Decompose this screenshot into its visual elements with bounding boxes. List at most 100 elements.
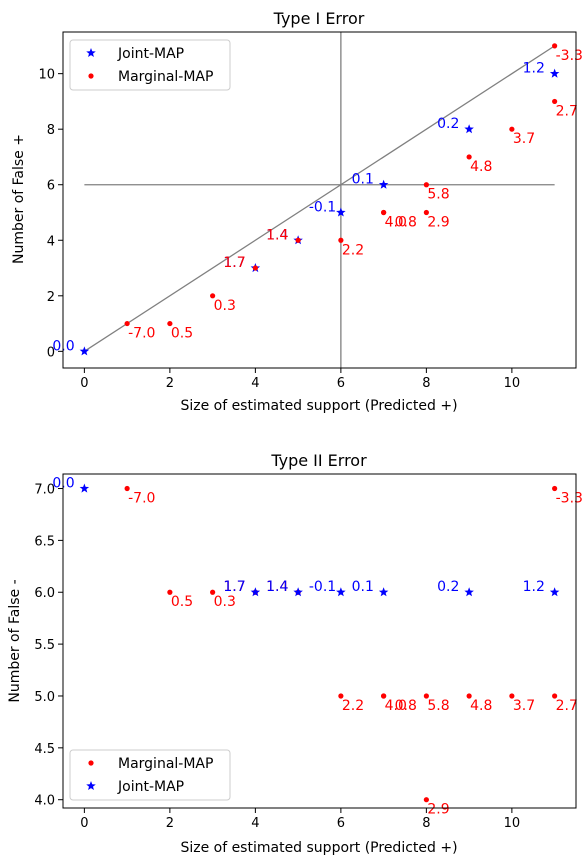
x-tick-label: 2 xyxy=(166,816,174,831)
dot-marker xyxy=(466,693,472,699)
y-tick-label: 10 xyxy=(38,68,55,83)
point-label: 1.2 xyxy=(523,61,545,77)
point-label: 3.7 xyxy=(513,698,535,714)
legend-label: Marginal-MAP xyxy=(118,69,213,85)
plot-frame xyxy=(62,473,577,809)
dot-marker xyxy=(552,98,558,105)
dot-marker xyxy=(423,182,429,188)
point-label: 1.7 xyxy=(223,255,245,271)
legend-box xyxy=(69,749,231,801)
dot-marker xyxy=(423,797,429,803)
x-tick-label: 2 xyxy=(166,376,174,391)
dot-marker xyxy=(381,209,387,216)
point-label: 0.8 xyxy=(395,698,417,714)
dot-marker xyxy=(552,43,558,49)
point-label: 2.9 xyxy=(427,214,449,230)
point-label: 1.4 xyxy=(266,227,288,243)
point-label: 1.7 xyxy=(223,255,245,271)
legend-box xyxy=(69,39,231,91)
dot-marker xyxy=(210,589,216,595)
x-tick-label: 0 xyxy=(80,376,88,391)
point-label: 1.7 xyxy=(223,579,245,595)
star-marker xyxy=(336,587,346,597)
x-tick-label: 8 xyxy=(422,816,430,831)
star-marker xyxy=(79,346,90,356)
point-label: 1.2 xyxy=(523,579,545,595)
x-tick-label: 6 xyxy=(337,816,345,831)
y-tick-label: 7.0 xyxy=(34,483,55,498)
y-tick-label: 0 xyxy=(47,345,55,360)
x-axis-label: Size of estimated support (Predicted +) xyxy=(180,398,457,414)
x-tick-label: 4 xyxy=(251,376,259,391)
dot-marker xyxy=(88,760,94,766)
dot-marker xyxy=(252,265,258,271)
point-label: 5.8 xyxy=(427,187,449,203)
y-tick-label: 4.5 xyxy=(34,742,55,757)
legend: Marginal-MAP Joint-MAP xyxy=(69,749,231,801)
dot-marker xyxy=(552,485,558,492)
point-label: 2.7 xyxy=(556,103,578,119)
point-label: 0.0 xyxy=(52,338,74,354)
star-marker xyxy=(464,587,474,597)
point-label: 4.8 xyxy=(470,159,492,175)
star-marker xyxy=(378,179,389,189)
point-label: 0.1 xyxy=(352,579,374,595)
star-marker xyxy=(79,483,90,493)
point-label: 0.3 xyxy=(214,298,236,314)
star-marker xyxy=(86,781,96,791)
point-label: 2.2 xyxy=(342,242,364,258)
point-label: 0.2 xyxy=(437,579,459,595)
point-label: 2.7 xyxy=(556,698,578,714)
point-label: 4.8 xyxy=(470,698,492,714)
dot-marker xyxy=(552,693,558,699)
star-marker xyxy=(378,587,389,597)
dot-marker xyxy=(423,693,429,699)
point-label: 3.7 xyxy=(513,131,535,147)
plot-frame xyxy=(62,31,577,369)
x-tick-label: 10 xyxy=(504,376,521,391)
dot-marker xyxy=(381,693,387,699)
x-tick-label: 10 xyxy=(504,816,521,831)
point-label: -0.1 xyxy=(309,579,336,595)
point-label: 0.0 xyxy=(52,476,74,492)
y-tick-label: 6.0 xyxy=(34,586,55,601)
chart-title: Type I Error xyxy=(273,9,365,28)
star-marker xyxy=(293,587,303,597)
dot-marker xyxy=(124,485,130,492)
point-label: 1.4 xyxy=(266,227,288,243)
point-label: 0.2 xyxy=(437,116,459,132)
dot-marker xyxy=(338,237,344,243)
point-label: 1.7 xyxy=(223,579,245,595)
dot-marker xyxy=(210,293,216,299)
y-tick-label: 2 xyxy=(47,290,55,305)
point-label: 4.0 xyxy=(385,698,407,714)
point-label: -3.3 xyxy=(556,491,583,507)
type-ii-error-panel: Type II Error Size of estimated support … xyxy=(7,451,583,856)
dot-marker xyxy=(509,126,515,132)
point-label: 0.5 xyxy=(171,326,193,342)
dot-marker xyxy=(167,589,173,595)
point-label: 2.9 xyxy=(427,802,449,818)
dot-marker xyxy=(509,693,515,699)
y-tick-label: 6 xyxy=(47,179,55,194)
point-label: 0.5 xyxy=(171,594,193,610)
point-label: 1.4 xyxy=(266,579,288,595)
y-axis-label: Number of False + xyxy=(11,134,27,264)
point-label: -0.1 xyxy=(309,199,336,215)
dot-marker xyxy=(423,209,429,216)
dot-marker xyxy=(466,154,472,160)
dot-marker xyxy=(88,73,94,79)
point-label: 2.2 xyxy=(342,698,364,714)
x-tick-label: 6 xyxy=(337,376,345,391)
star-marker xyxy=(336,207,346,217)
point-label: 4.0 xyxy=(385,214,407,230)
y-tick-label: 4 xyxy=(47,234,55,249)
y-axis-label: Number of False - xyxy=(7,579,23,702)
y-tick-label: 8 xyxy=(47,123,55,138)
diagonal-reference-line xyxy=(84,45,555,352)
y-tick-label: 5.0 xyxy=(34,690,55,705)
x-tick-label: 4 xyxy=(251,816,259,831)
star-marker xyxy=(549,587,560,597)
